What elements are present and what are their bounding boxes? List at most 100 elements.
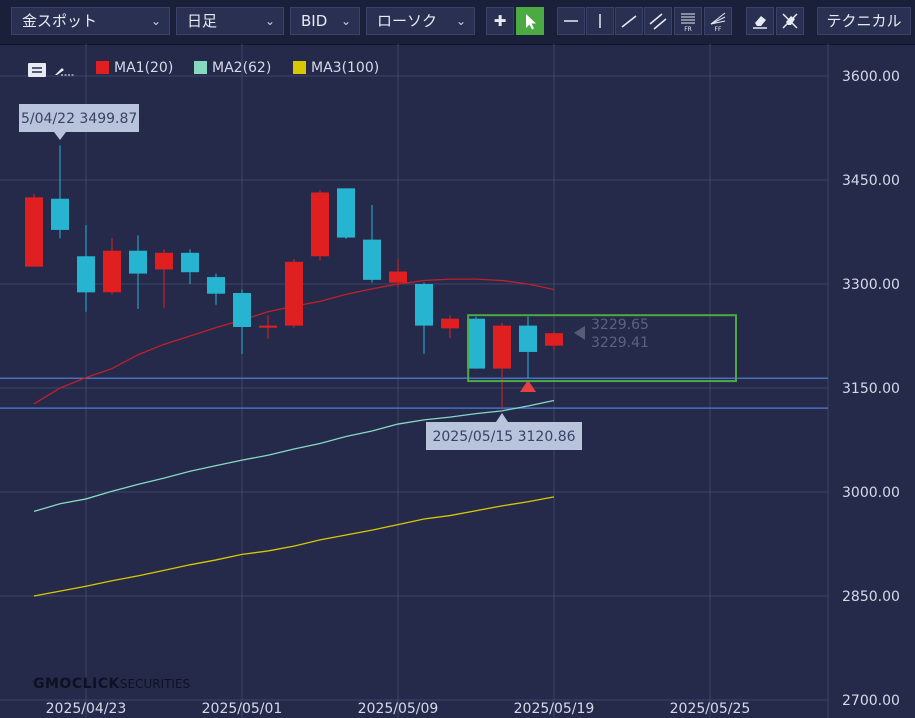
- candle: [363, 204, 381, 283]
- x-tick-label: 2025/05/19: [514, 701, 595, 717]
- high-callout-label: 5/04/22 3499.87: [21, 111, 137, 127]
- candle-body: [337, 188, 355, 238]
- y-tick-label: 3450.00: [842, 173, 900, 189]
- price-chart[interactable]: 3600.00 3450.00 3300.00 3150.00 3000.00 2850.…: [0, 44, 915, 718]
- y-tick-label: 3600.00: [842, 69, 900, 85]
- candle-body: [77, 256, 95, 293]
- candle-body: [441, 318, 459, 329]
- crosshair-button[interactable]: ✚: [486, 7, 514, 35]
- candle-body: [129, 250, 147, 274]
- drawing-settings-button[interactable]: [53, 61, 77, 83]
- technical-button[interactable]: テクニカル: [817, 7, 911, 35]
- candle-body: [545, 333, 563, 346]
- signal-triangle-icon: [520, 380, 536, 392]
- candle: [207, 273, 225, 305]
- candle: [25, 193, 43, 267]
- pointer-button[interactable]: [516, 7, 544, 35]
- y-tick-label: 2700.00: [842, 693, 900, 709]
- candle: [259, 315, 277, 339]
- trend-line-button[interactable]: [615, 7, 643, 35]
- candle-body: [311, 192, 329, 257]
- fibonacci-retracement-icon: [681, 13, 695, 24]
- legend-ma2-label: MA2(62): [212, 60, 272, 76]
- horizontal-line-icon: [564, 20, 578, 22]
- chevron-down-icon: ⌄: [150, 14, 161, 28]
- candle-body: [363, 239, 381, 280]
- x-tick-label: 2025/04/23: [46, 701, 127, 717]
- ma3-swatch: [293, 61, 306, 74]
- clear-all-button[interactable]: [776, 7, 804, 35]
- fibonacci-retracement-button[interactable]: FR: [674, 7, 702, 35]
- watermark-suffix: SECURITIES: [119, 677, 191, 691]
- candle-body: [103, 250, 121, 293]
- low-callout-pointer: [496, 413, 508, 422]
- ma2-swatch: [194, 61, 207, 74]
- high-callout-pointer: [54, 132, 66, 140]
- candle-body: [181, 252, 199, 273]
- channel-line-button[interactable]: [644, 7, 672, 35]
- candle: [311, 190, 329, 261]
- y-tick-label: 2850.00: [842, 589, 900, 605]
- low-callout-label: 2025/05/15 3120.86: [432, 429, 575, 445]
- y-tick-label: 3000.00: [842, 485, 900, 501]
- x-axis: 2025/04/23 2025/05/01 2025/05/09 2025/05/19…: [46, 701, 751, 717]
- channel-line-icon: [649, 13, 667, 30]
- candle: [103, 238, 121, 295]
- candle: [155, 249, 173, 309]
- ma3-line: [33, 496, 555, 597]
- list-settings-icon: [28, 63, 46, 77]
- candle: [51, 145, 69, 239]
- ff-label: FF: [714, 26, 722, 33]
- trend-line-icon: [621, 15, 637, 28]
- legend-ma2: MA2(62): [194, 58, 271, 78]
- candle-body: [519, 325, 537, 352]
- gmo-click-watermark: GMOCLICKSECURITIES: [33, 676, 190, 692]
- technical-label: テクニカル: [826, 12, 902, 30]
- candle: [129, 235, 147, 309]
- horizontal-line-button[interactable]: [557, 7, 585, 35]
- chart-grid: [0, 44, 829, 718]
- selection-rectangle: [467, 314, 737, 383]
- chart-type-dropdown[interactable]: ローソク ⌄: [366, 7, 475, 35]
- candle: [545, 331, 563, 350]
- candles: [25, 145, 563, 409]
- candle: [493, 322, 511, 409]
- watermark-brand: GMOCLICK: [33, 676, 120, 692]
- candle-body: [207, 277, 225, 294]
- candle: [441, 315, 459, 339]
- fibonacci-fan-button[interactable]: FF: [704, 7, 732, 35]
- cursor-icon: [526, 14, 536, 30]
- y-axis: 3600.00 3450.00 3300.00 3150.00 3000.00 2850.…: [842, 69, 900, 709]
- vertical-line-button[interactable]: [586, 7, 614, 35]
- candle: [467, 316, 485, 369]
- candle-body: [493, 325, 511, 369]
- price-pointer-icon: [574, 325, 585, 340]
- ma1-swatch: [96, 61, 109, 74]
- candle: [415, 282, 433, 355]
- ma2-line: [33, 399, 555, 513]
- x-tick-label: 2025/05/01: [202, 701, 283, 717]
- eraser-icon: [753, 16, 767, 29]
- price-type-dropdown[interactable]: BID ⌄: [290, 7, 360, 35]
- horizontal-lines: [0, 377, 828, 409]
- candle-body: [25, 197, 43, 267]
- legend-ma1-label: MA1(20): [114, 60, 174, 76]
- eraser-button[interactable]: [746, 7, 774, 35]
- symbol-value: 金スポット: [22, 12, 98, 30]
- candle: [519, 316, 537, 379]
- timeframe-dropdown[interactable]: 日足 ⌄: [176, 7, 284, 35]
- chart-settings-button[interactable]: [27, 61, 49, 85]
- candle-body: [155, 252, 173, 270]
- x-tick-label: 2025/05/25: [670, 701, 751, 717]
- candle-body: [233, 293, 251, 327]
- overlays: 5/04/22 3499.87 2025/05/15 3120.86 3229.65…: [19, 104, 737, 450]
- symbol-dropdown[interactable]: 金スポット ⌄: [11, 7, 170, 35]
- chevron-down-icon: ⌄: [264, 14, 275, 28]
- fibonacci-fan-icon: [710, 12, 726, 25]
- candle: [233, 289, 251, 355]
- low-callout-box: [426, 422, 582, 450]
- candle-body: [389, 271, 407, 283]
- chevron-down-icon: ⌄: [340, 14, 351, 28]
- y-tick-label: 3300.00: [842, 277, 900, 293]
- fr-label: FR: [684, 26, 692, 33]
